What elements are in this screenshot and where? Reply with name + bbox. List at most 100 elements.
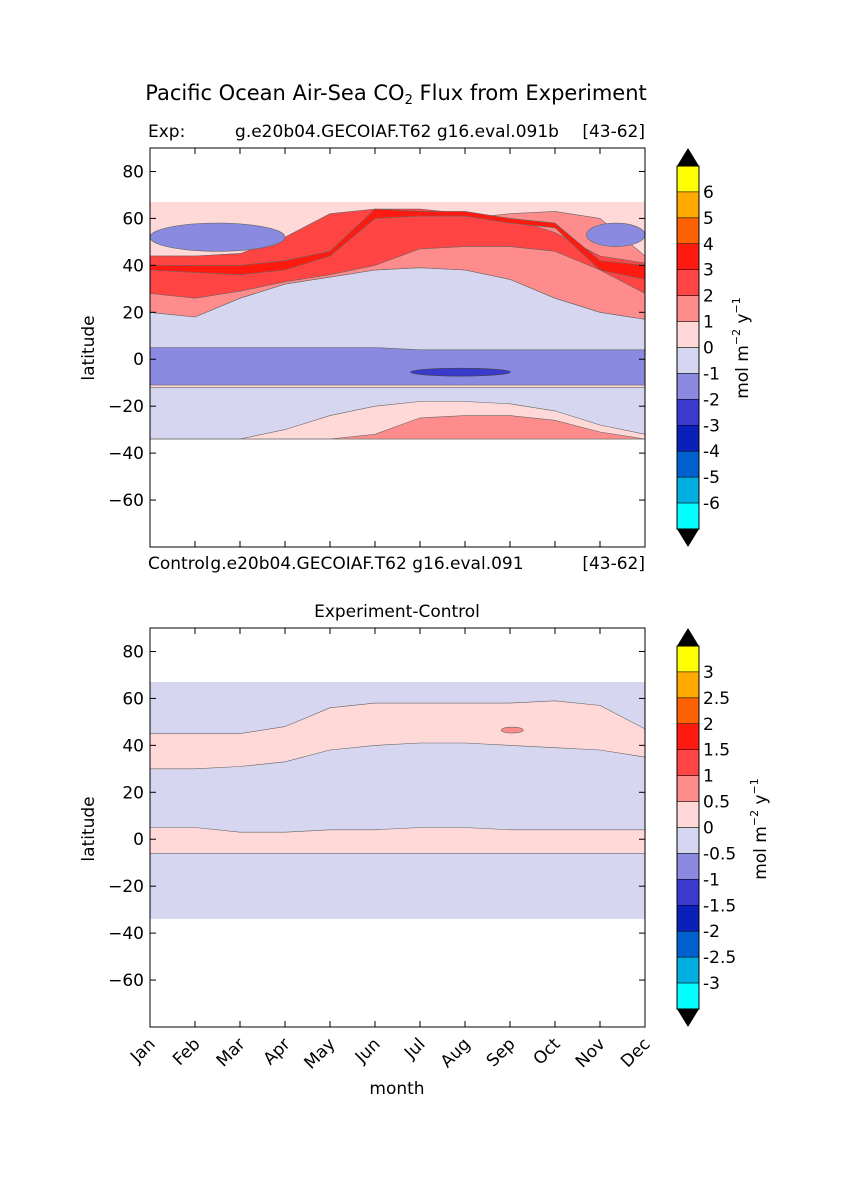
bot-colorbar-extend-max [677, 628, 699, 646]
exp-ylabel: latitude [79, 315, 99, 380]
bot-colorbar-swatch [676, 930, 700, 958]
bot-colorbar-swatch [676, 645, 700, 673]
top-colorbar-extend-max [677, 148, 699, 166]
top-colorbar-swatch [676, 502, 700, 530]
bot-xtick-label: Jun [351, 1034, 385, 1068]
top-contour-band-2 [149, 347, 646, 386]
bot-colorbar-swatch [676, 956, 700, 984]
diff-yticks: 80 60 40 20 0 −20 −40 −60 [108, 642, 645, 991]
bot-colorbar-tick-label: 1 [703, 767, 714, 787]
bot-colorbar-swatch [676, 801, 700, 828]
figure-title: Pacific Ocean Air-Sea CO2 Flux from Expe… [145, 81, 647, 108]
bot-colorbar-tick-label: 2 [703, 715, 714, 735]
bot-colorbar-swatch [676, 671, 700, 699]
top-axes-frame [149, 147, 646, 548]
bot-ytick-label: −40 [108, 924, 144, 944]
top-ytick-label: 0 [133, 350, 144, 370]
bot-ytick-label: −20 [108, 877, 144, 897]
bot-colorbar-tick-label: 2.5 [703, 689, 730, 709]
bot-colorbar-tick-label: 0.5 [703, 793, 730, 813]
exp-yticks: 80 60 40 20 0 −20 −40 −60 [108, 162, 645, 511]
bot-colorbar-tick-label: -2.5 [703, 948, 736, 968]
diff-colorbar: 3 2.5 2 1.5 1 0.5 0 -0.5 -1 -1.5 -2 -2.5 -3 [676, 628, 736, 1027]
top-colorbar-tick-label: 2 [703, 287, 714, 307]
exp-plot-area [149, 147, 646, 548]
bot-colorbar-tick-label: -2 [703, 922, 720, 942]
ctrl-title-left: Control [148, 554, 209, 574]
bot-xtick-label: Mar [213, 1034, 250, 1071]
bot-axes-frame [149, 627, 646, 1028]
top-colorbar-swatch [676, 217, 700, 245]
top-colorbar-tick-label: 4 [703, 235, 714, 255]
exp-colorbar-label: mol m−2 y−1 [730, 297, 753, 399]
bot-xtick-label: Jul [400, 1034, 429, 1063]
exp-title-left: Exp: [148, 122, 185, 142]
top-ytick-label: −20 [108, 397, 144, 417]
top-colorbar-extend-min [677, 529, 699, 547]
diff-colorbar-label: mol m−2 y−1 [748, 778, 771, 880]
top-ytick-label: 20 [122, 303, 144, 323]
top-colorbar-tick-label: 3 [703, 261, 714, 281]
bot-colorbar-frame [676, 645, 700, 1010]
bot-colorbar-swatch [676, 879, 700, 906]
bot-ytick-label: −60 [108, 971, 144, 991]
bot-xtick-label: Feb [169, 1034, 204, 1069]
diff-plot-area [149, 627, 646, 1028]
bot-colorbar-tick-label: 1.5 [703, 741, 730, 761]
experiment-panel: Exp: g.e20b04.GECOIAF.T62 g16.eval.091b … [79, 122, 646, 574]
bot-positive-anomaly-patch [500, 726, 524, 734]
diff-panel: Experiment-Control latitude 80 60 40 20 0 −20… [79, 602, 655, 1099]
top-colorbar-tick-label: 6 [703, 183, 714, 203]
bot-colorbar-tick-label: -3 [703, 974, 720, 994]
exp-title-right: [43-62] [582, 122, 645, 142]
bot-xtick-label: Dec [617, 1034, 654, 1071]
top-ytick-label: 60 [122, 209, 144, 229]
ctrl-title-center: g.e20b04.GECOIAF.T62 g16.eval.091 [210, 554, 523, 574]
bot-ytick-label: 80 [122, 642, 144, 662]
bot-xtick-label: May [301, 1034, 340, 1073]
top-colorbar-tick-label: -1 [703, 364, 720, 384]
top-colorbar-swatch [676, 399, 700, 426]
bot-ytick-label: 20 [122, 783, 144, 803]
bot-contour-band-1 [149, 827, 646, 854]
exp-colorbar: 6 5 4 3 2 1 0 -1 -2 -3 -4 -5 -6 [676, 148, 720, 547]
top-colorbar-tick-label: 1 [703, 313, 714, 333]
top-colorbar-swatch [676, 191, 700, 219]
top-colorbar-tick-label: -6 [703, 494, 720, 514]
bot-colorbar-tick-label: 3 [703, 663, 714, 683]
bot-xtick-label: Nov [572, 1034, 610, 1072]
top-northern-uptake-patch-1 [586, 222, 646, 247]
bot-ytick-label: 40 [122, 736, 144, 756]
top-colorbar-tick-label: -2 [703, 390, 720, 410]
top-colorbar-swatch [676, 165, 700, 193]
bot-xtick-label: Oct [530, 1034, 565, 1069]
top-colorbar-swatch [676, 425, 700, 452]
top-ytick-label: −40 [108, 444, 144, 464]
ctrl-title-right: [43-62] [582, 554, 645, 574]
bot-xtick-label: Jan [126, 1034, 159, 1067]
top-ytick-label: −60 [108, 491, 144, 511]
bot-xtick-label: Sep [483, 1034, 520, 1071]
bot-colorbar-swatch [676, 749, 700, 776]
diff-ylabel: latitude [79, 796, 99, 861]
bot-ytick-label: 0 [133, 830, 144, 850]
bot-colorbar-swatch [676, 723, 700, 750]
bot-colorbar-swatch [676, 697, 700, 725]
diff-title: Experiment-Control [314, 602, 480, 622]
top-colorbar-tick-label: 5 [703, 209, 714, 229]
top-colorbar-swatch [676, 476, 700, 504]
top-colorbar-swatch [676, 295, 700, 322]
top-colorbar-swatch [676, 373, 700, 400]
bot-colorbar-extend-min [677, 1009, 699, 1027]
top-colorbar-tick-label: 0 [703, 339, 714, 359]
top-colorbar-tick-label: -4 [703, 442, 720, 462]
bot-colorbar-swatch [676, 853, 700, 880]
top-colorbar-tick-label: -5 [703, 468, 720, 488]
diff-xticks: Jan Feb Mar Apr May Jun Jul Aug Sep Oct Nov Dec [126, 1034, 654, 1073]
bot-ytick-label: 60 [122, 689, 144, 709]
diff-xlabel: month [369, 1079, 424, 1099]
bot-colorbar-swatch [676, 982, 700, 1010]
bot-colorbar-swatch [676, 827, 700, 854]
bot-xtick-label: Apr [260, 1034, 295, 1069]
bot-colorbar-tick-label: -1.5 [703, 896, 736, 916]
